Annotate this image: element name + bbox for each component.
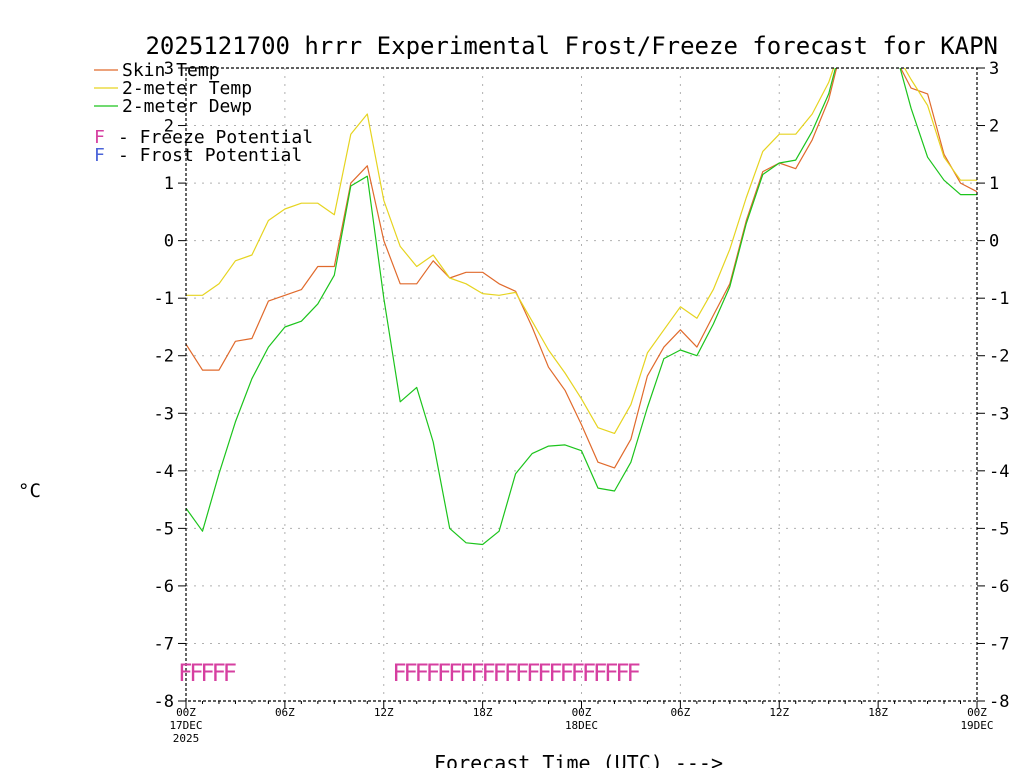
axes: -8 -8 -7 -7 -6 -6 -5 -5 -4 -4 -3 -3 -2 -2 -1 -1 0 0 1 1 2 2 3 3… — [154, 59, 1010, 745]
x-tick-label: 18DEC — [565, 719, 598, 732]
y-tick-label: -8 — [154, 692, 174, 712]
legend-label: 2-meter Temp — [122, 78, 252, 99]
y-tick-label: -1 — [154, 289, 174, 309]
y-tick-label: 1 — [164, 174, 174, 194]
series-lines — [186, 68, 977, 546]
x-tick-label: 12Z — [769, 706, 789, 719]
legend-flag-text: - Frost Potential — [118, 145, 302, 166]
y-tick-label: -7 — [154, 634, 174, 654]
x-tick-label: 2025 — [173, 732, 200, 745]
x-tick-label: 06Z — [275, 706, 295, 719]
y-tick-label-right: 1 — [989, 174, 999, 194]
chart-title: 2025121700 hrrr Experimental Frost/Freez… — [145, 32, 998, 60]
x-tick-label: 06Z — [670, 706, 690, 719]
y-tick-label: 0 — [164, 232, 174, 252]
x-tick-label: 12Z — [374, 706, 394, 719]
y-tick-label-right: -5 — [989, 519, 1009, 539]
y-tick-label-right: -8 — [989, 692, 1009, 712]
series-line-2-meter-dewp — [186, 68, 977, 546]
y-tick-label-right: 3 — [989, 59, 999, 79]
x-tick-label: 17DEC — [169, 719, 202, 732]
y-tick-label-right: -7 — [989, 634, 1009, 654]
x-tick-label: 00Z — [967, 706, 987, 719]
series-line-skin-temp — [186, 68, 977, 469]
y-tick-label: -3 — [154, 404, 174, 424]
y-tick-label-right: -4 — [989, 462, 1009, 482]
y-tick-label-right: -1 — [989, 289, 1009, 309]
x-tick-label: 00Z — [176, 706, 196, 719]
x-tick-label: 19DEC — [960, 719, 993, 732]
y-tick-label-right: -2 — [989, 347, 1009, 367]
x-axis-label: Forecast Time (UTC) ---> — [434, 751, 723, 768]
y-tick-label: 2 — [164, 117, 174, 137]
y-tick-label-right: 2 — [989, 117, 999, 137]
y-tick-label-right: -3 — [989, 404, 1009, 424]
legend-label: Skin Temp — [122, 60, 220, 81]
x-tick-label: 18Z — [473, 706, 493, 719]
y-axis-label: °C — [18, 480, 41, 502]
plot-frame — [185, 67, 978, 702]
legend-flag-text: - Freeze Potential — [118, 127, 313, 148]
y-tick-label: -2 — [154, 347, 174, 367]
y-tick-label: -6 — [154, 577, 174, 597]
freeze-flag-row: FFFFFFFFFFFFFFFFFFFFFF — [392, 659, 640, 687]
legend-flag-letter: F — [94, 145, 105, 166]
x-tick-label: 18Z — [868, 706, 888, 719]
grid-lines — [186, 68, 977, 701]
x-tick-label: 00Z — [572, 706, 592, 719]
y-tick-label: -4 — [154, 462, 174, 482]
freeze-flags: FFFFF FFFFFFFFFFFFFFFFFFFFFF — [178, 659, 644, 687]
y-tick-label-right: 0 — [989, 232, 999, 252]
y-tick-label: -5 — [154, 519, 174, 539]
series-line-2-meter-temp — [186, 68, 977, 434]
y-tick-label: 3 — [164, 59, 174, 79]
freeze-flag-row: FFFFF — [178, 659, 237, 687]
y-tick-label-right: -6 — [989, 577, 1009, 597]
legend-flag-letter: F — [94, 127, 105, 148]
legend-label: 2-meter Dewp — [122, 96, 252, 117]
